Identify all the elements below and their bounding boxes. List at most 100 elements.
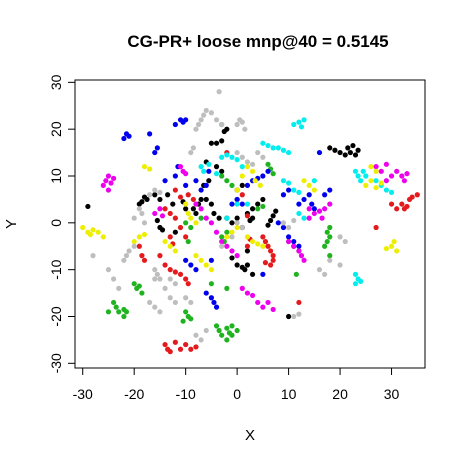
- point-magenta: [260, 305, 265, 310]
- point-green: [294, 272, 299, 277]
- point-green: [327, 225, 332, 230]
- point-magenta: [301, 258, 306, 263]
- point-red: [162, 342, 167, 347]
- point-black: [165, 192, 170, 197]
- point-yellow: [392, 239, 397, 244]
- point-red: [168, 349, 173, 354]
- point-gray: [291, 314, 296, 319]
- point-black: [199, 197, 204, 202]
- point-magenta: [402, 178, 407, 183]
- point-yellow: [374, 169, 379, 174]
- point-gray: [147, 300, 152, 305]
- point-magenta: [108, 180, 113, 185]
- point-gray: [217, 89, 222, 94]
- point-yellow: [253, 178, 258, 183]
- point-gray: [250, 162, 255, 167]
- point-black: [217, 216, 222, 221]
- point-yellow: [258, 183, 263, 188]
- point-red: [168, 267, 173, 272]
- point-gray: [337, 262, 342, 267]
- point-blue: [322, 192, 327, 197]
- point-gray: [168, 295, 173, 300]
- point-black: [345, 145, 350, 150]
- point-gray: [132, 216, 137, 221]
- point-green: [199, 216, 204, 221]
- point-yellow: [374, 185, 379, 190]
- point-gray: [152, 276, 157, 281]
- point-magenta: [307, 206, 312, 211]
- point-magenta: [111, 176, 116, 181]
- point-green: [255, 206, 260, 211]
- point-green: [217, 328, 222, 333]
- point-gray: [90, 253, 95, 258]
- point-green: [265, 162, 270, 167]
- point-yellow: [186, 211, 191, 216]
- point-cyan: [276, 145, 281, 150]
- point-gray: [137, 206, 142, 211]
- point-gray: [162, 286, 167, 291]
- point-gray: [132, 244, 137, 249]
- point-blue: [155, 145, 160, 150]
- point-yellow: [245, 164, 250, 169]
- point-black: [152, 192, 157, 197]
- point-gray: [322, 272, 327, 277]
- point-red: [178, 347, 183, 352]
- x-tick-label: -30: [73, 386, 93, 402]
- point-blue: [245, 183, 250, 188]
- point-gray: [157, 276, 162, 281]
- point-cyan: [260, 141, 265, 146]
- point-blue: [260, 272, 265, 277]
- point-magenta: [240, 286, 245, 291]
- y-axis-label: Y: [3, 219, 20, 229]
- point-magenta: [307, 216, 312, 221]
- point-red: [399, 201, 404, 206]
- point-gray: [240, 155, 245, 160]
- point-cyan: [235, 201, 240, 206]
- point-red: [263, 239, 268, 244]
- point-cyan: [201, 169, 206, 174]
- point-magenta: [183, 171, 188, 176]
- point-red: [245, 213, 250, 218]
- point-magenta: [299, 253, 304, 258]
- point-black: [160, 227, 165, 232]
- point-gray: [152, 267, 157, 272]
- point-black: [332, 148, 337, 153]
- point-green: [322, 244, 327, 249]
- point-gray: [188, 150, 193, 155]
- point-blue: [152, 150, 157, 155]
- point-green: [224, 286, 229, 291]
- point-yellow: [255, 241, 260, 246]
- point-red: [188, 347, 193, 352]
- point-yellow: [384, 246, 389, 251]
- x-tick-label: 20: [332, 386, 348, 402]
- point-gray: [173, 281, 178, 286]
- point-gray: [296, 312, 301, 317]
- point-yellow: [204, 262, 209, 267]
- point-blue: [296, 244, 301, 249]
- point-blue: [265, 169, 270, 174]
- point-magenta: [271, 307, 276, 312]
- point-cyan: [355, 173, 360, 178]
- x-tick-label: 10: [281, 386, 297, 402]
- point-yellow: [173, 248, 178, 253]
- point-yellow: [142, 232, 147, 237]
- point-magenta: [229, 248, 234, 253]
- point-blue: [173, 173, 178, 178]
- point-black: [183, 206, 188, 211]
- point-green: [235, 328, 240, 333]
- point-red: [193, 344, 198, 349]
- point-magenta: [286, 239, 291, 244]
- point-red: [173, 216, 178, 221]
- point-gray: [111, 276, 116, 281]
- point-cyan: [374, 178, 379, 183]
- point-gray: [121, 258, 126, 263]
- point-black: [268, 218, 273, 223]
- point-red: [173, 340, 178, 345]
- point-blue: [281, 192, 286, 197]
- point-cyan: [214, 171, 219, 176]
- point-magenta: [399, 173, 404, 178]
- point-gray: [209, 110, 214, 115]
- point-yellow: [312, 187, 317, 192]
- point-gray: [173, 300, 178, 305]
- point-black: [327, 145, 332, 150]
